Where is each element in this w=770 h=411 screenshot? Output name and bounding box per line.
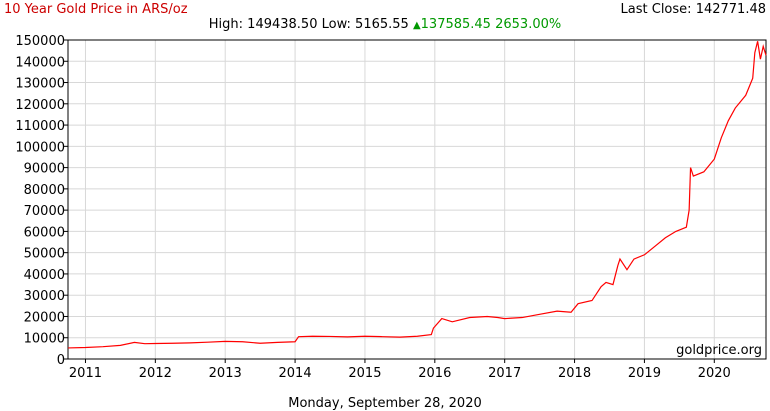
x-tick-label: 2017 <box>488 366 521 381</box>
x-tick-label: 2014 <box>279 366 312 381</box>
x-axis-ticks: 2011 2012 2013 2014 2015 2016 2017 2018 2019 2020 <box>69 359 731 381</box>
chart-title: 10 Year Gold Price in ARS/oz <box>4 2 188 17</box>
change-percent: 2653.00% <box>495 17 562 32</box>
y-tick-label: 0 <box>57 353 65 368</box>
x-tick-label: 2015 <box>348 366 381 381</box>
last-close-label: Last Close: <box>620 2 692 17</box>
y-tick-label: 90000 <box>24 162 65 177</box>
x-tick-label: 2013 <box>209 366 242 381</box>
y-tick-label: 60000 <box>24 225 65 240</box>
grid-lines <box>68 39 766 360</box>
last-close: Last Close: 142771.48 <box>621 2 766 17</box>
x-tick-label: 2018 <box>558 366 591 381</box>
y-tick-label: 100000 <box>15 140 65 155</box>
low-label: Low: <box>321 17 351 32</box>
y-tick-label: 50000 <box>24 247 65 262</box>
high-label: High: <box>208 17 244 32</box>
x-tick-label: 2012 <box>139 366 172 381</box>
y-tick-label: 80000 <box>24 183 65 198</box>
y-tick-label: 110000 <box>15 119 65 134</box>
y-tick-label: 30000 <box>24 289 65 304</box>
low-value: 5165.55 <box>355 17 409 32</box>
up-triangle-icon: ▲ <box>412 20 421 31</box>
y-tick-label: 20000 <box>24 310 65 325</box>
y-tick-label: 120000 <box>15 98 65 113</box>
x-tick-label: 2020 <box>698 366 731 381</box>
y-axis-ticks: 0 10000 20000 30000 40000 50000 60000 70000 8000… <box>15 34 68 368</box>
plot-frame <box>67 39 767 360</box>
high-value: 149438.50 <box>247 17 318 32</box>
last-close-value: 142771.48 <box>695 2 766 17</box>
y-tick-label: 130000 <box>15 77 65 92</box>
y-tick-label: 70000 <box>24 204 65 219</box>
price-stats: High: 149438.50 Low: 5165.55 ▲137585.45 … <box>0 17 770 32</box>
watermark-text: goldprice.org <box>676 343 762 358</box>
y-tick-label: 150000 <box>15 34 65 49</box>
x-tick-label: 2011 <box>69 366 102 381</box>
y-tick-label: 40000 <box>24 268 65 283</box>
change-value: 137585.45 <box>420 17 491 32</box>
price-line <box>67 41 767 349</box>
x-tick-label: 2019 <box>628 366 661 381</box>
y-tick-label: 140000 <box>15 55 65 70</box>
y-tick-label: 10000 <box>24 332 65 347</box>
chart-date: Monday, September 28, 2020 <box>288 396 482 411</box>
x-tick-label: 2016 <box>418 366 451 381</box>
